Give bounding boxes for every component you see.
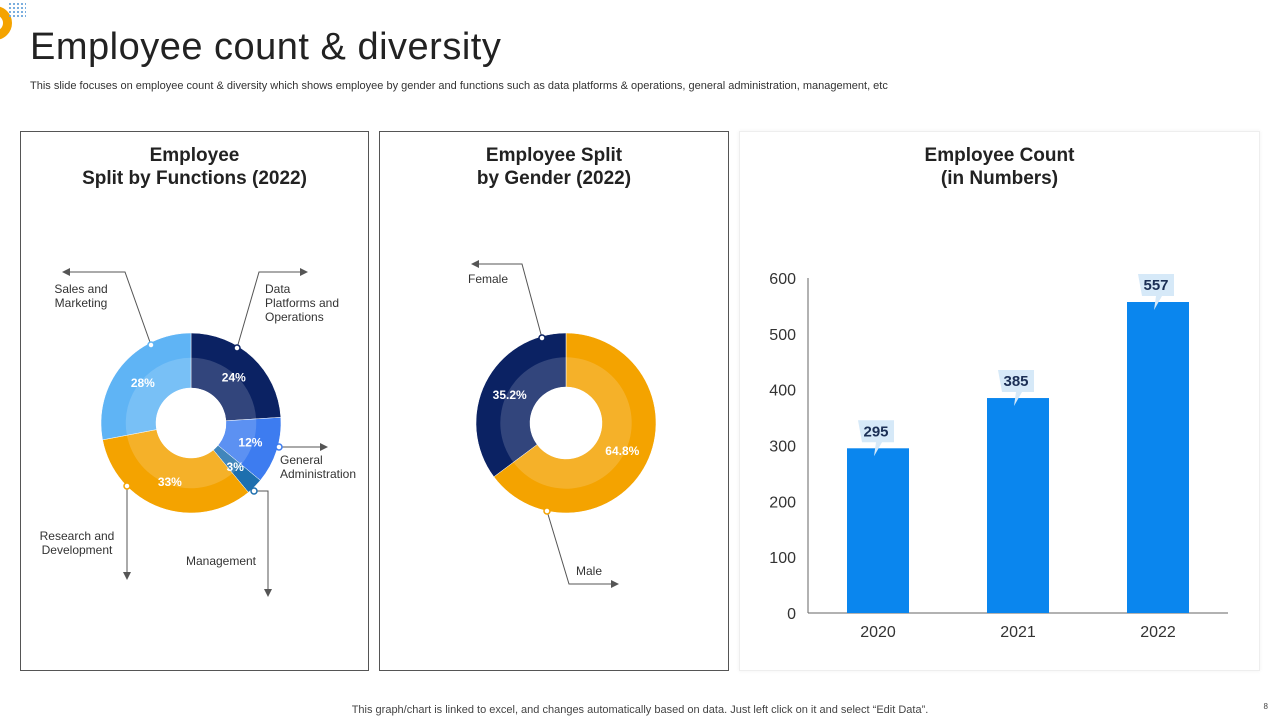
functions-slice-inner-shade — [213, 445, 242, 474]
callout-admin-line2: Administration — [280, 467, 356, 481]
callout-sales-line2: Marketing — [55, 296, 108, 310]
functions-slice-label: 28% — [131, 376, 155, 390]
x-tick-label: 2020 — [860, 624, 896, 641]
employee-count-bar-chart[interactable]: 0 100 200 300 400 500 600 2020 2021 2022 295 385 5… — [740, 132, 1259, 670]
slide-title: Employee count & diversity — [30, 26, 502, 68]
callout-research-line1: Research and — [40, 529, 115, 543]
x-tick-label: 2022 — [1140, 624, 1176, 641]
callout-female: Female — [468, 272, 508, 286]
logo-ring-icon — [0, 6, 12, 40]
functions-leader-dots — [123, 341, 283, 495]
functions-slice-inner-shade — [217, 418, 257, 465]
functions-title-line2: Split by Functions (2022) — [82, 168, 307, 189]
functions-donut-chart[interactable]: 24%12%3%33%28% Sales and Marketing Data … — [21, 132, 368, 670]
callout-data-line2: Platforms and — [265, 296, 339, 310]
functions-leader-lines — [62, 268, 328, 597]
callout-data-line1: Data — [265, 282, 291, 296]
bar-2021[interactable] — [987, 398, 1049, 613]
callout-admin-line1: General — [280, 453, 323, 467]
gender-chart-title: Employee Split by Gender (2022) — [380, 144, 728, 190]
functions-slice-label: 3% — [227, 460, 245, 474]
gender-slice-inner-shade — [513, 357, 632, 489]
functions-slice-label: 12% — [238, 435, 262, 449]
callout-management: Management — [186, 554, 257, 568]
callout-sales-line1: Sales and — [54, 282, 107, 296]
callout-research-line2: Development — [42, 543, 113, 557]
gender-leader-lines — [471, 260, 619, 588]
functions-donut-hole — [156, 388, 226, 458]
y-tick-label: 500 — [769, 327, 796, 344]
y-tick-label: 600 — [769, 271, 796, 288]
gender-panel: Employee Split by Gender (2022) 64.8% 35.… — [379, 131, 729, 671]
callout-data-line3: Operations — [265, 310, 324, 324]
gender-title-line1: Employee Split — [485, 145, 623, 166]
bar-value-callout — [998, 370, 1034, 407]
y-tick-label: 0 — [787, 606, 796, 623]
y-tick-label: 300 — [769, 439, 796, 456]
functions-slice-label: 33% — [158, 475, 182, 489]
functions-slice-inner-shade — [125, 357, 191, 436]
functions-panel: Employee Split by Functions (2022) 24% 12… — [20, 131, 369, 671]
functions-slice-label: 24% — [222, 370, 246, 384]
count-title-line1: Employee Count — [924, 145, 1075, 166]
bar-value-callout — [1138, 274, 1174, 311]
gender-slice-label: 64.8% — [605, 444, 639, 458]
bar-value-callout — [858, 420, 894, 457]
y-tick-label: 200 — [769, 494, 796, 511]
functions-chart-title: Employee Split by Functions (2022) — [21, 144, 368, 190]
bar-value-label: 557 — [1143, 277, 1168, 294]
bar-value-label: 385 — [1003, 373, 1028, 390]
page-number: 8 — [1263, 702, 1268, 711]
functions-title-line1: Employee — [149, 145, 240, 166]
functions-slice-inner-shade — [191, 357, 257, 421]
gender-leader-dots — [538, 334, 551, 515]
count-panel: Employee Count (in Numbers) 0 100 200 300 40… — [739, 131, 1260, 671]
gender-slice-label: 35.2% — [493, 388, 527, 402]
callout-male: Male — [576, 564, 602, 578]
gender-donut-hole — [530, 387, 602, 459]
y-tick-label: 100 — [769, 550, 796, 567]
gender-donut-chart[interactable]: 64.8% 35.2% Female Male — [380, 132, 728, 670]
bar-value-label: 295 — [863, 423, 888, 440]
logo-dots-icon — [8, 2, 26, 18]
gender-title-line2: by Gender (2022) — [476, 168, 632, 189]
gender-slice-inner-shade — [500, 357, 566, 463]
count-title-line2: (in Numbers) — [940, 168, 1059, 189]
x-tick-label: 2021 — [1000, 624, 1036, 641]
slide-subtitle: This slide focuses on employee count & d… — [30, 80, 888, 92]
bar-2020[interactable] — [847, 448, 909, 613]
count-chart-title: Employee Count (in Numbers) — [740, 144, 1259, 190]
y-tick-label: 400 — [769, 383, 796, 400]
footer-note: This graph/chart is linked to excel, and… — [351, 704, 929, 716]
bar-2022[interactable] — [1127, 302, 1189, 613]
functions-slice-inner-shade — [126, 429, 233, 489]
